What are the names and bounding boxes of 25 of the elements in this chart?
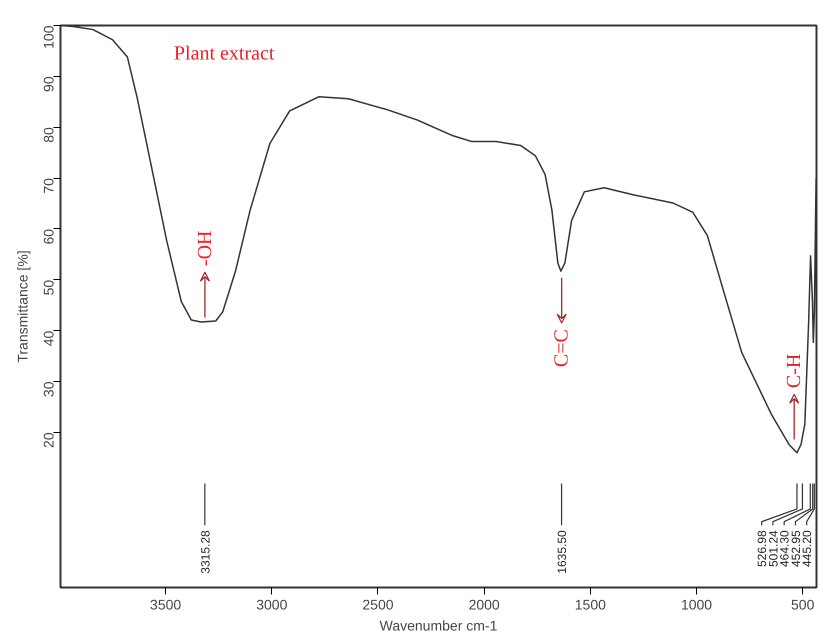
annotation: 1635.50 bbox=[555, 530, 570, 574]
y-tick-label: 60 bbox=[40, 228, 56, 245]
annotation: C-H bbox=[783, 354, 806, 388]
y-tick-label: 90 bbox=[40, 76, 56, 92]
annotation: -OH bbox=[194, 230, 216, 266]
y-tick-label: 30 bbox=[40, 381, 56, 398]
y-axis-title: Transmittance [%] bbox=[14, 250, 30, 363]
x-tick-label: 1500 bbox=[574, 596, 606, 612]
y-tick-label: 100 bbox=[40, 25, 56, 49]
x-tick-label: 3000 bbox=[256, 596, 288, 612]
x-tick-label: 2500 bbox=[362, 596, 394, 612]
x-tick-label: 500 bbox=[791, 596, 815, 612]
y-tick-label: 50 bbox=[40, 280, 56, 296]
annotation: 3315.28 bbox=[198, 530, 212, 574]
annotation: 445.20 bbox=[800, 530, 814, 568]
x-tick-label: 2000 bbox=[468, 596, 500, 612]
x-axis-title: Wavenumber cm-1 bbox=[380, 618, 498, 634]
y-tick-label: 20 bbox=[40, 432, 56, 448]
annotation: C=C bbox=[550, 329, 573, 368]
y-tick-label: 70 bbox=[40, 178, 56, 194]
x-tick-label: 1000 bbox=[680, 596, 712, 612]
y-tick-label: 40 bbox=[40, 330, 56, 346]
annotation: Plant extract bbox=[174, 42, 275, 65]
y-tick-label: 80 bbox=[40, 127, 56, 143]
x-tick-label: 3500 bbox=[150, 596, 182, 612]
